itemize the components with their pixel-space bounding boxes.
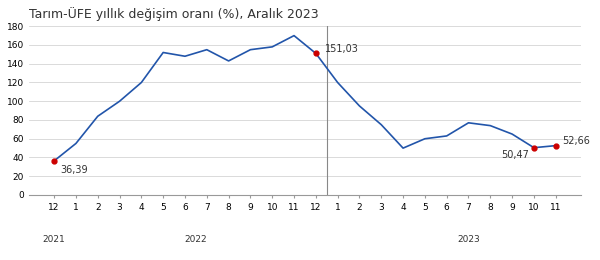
Text: Tarım-ÜFE yıllık değişim oranı (%), Aralık 2023: Tarım-ÜFE yıllık değişim oranı (%), Aral… <box>29 7 319 21</box>
Text: 50,47: 50,47 <box>502 150 530 160</box>
Text: 2023: 2023 <box>457 235 480 244</box>
Text: 2022: 2022 <box>185 235 207 244</box>
Text: 2021: 2021 <box>43 235 65 244</box>
Text: 36,39: 36,39 <box>61 165 88 175</box>
Text: 52,66: 52,66 <box>562 136 590 146</box>
Text: 151,03: 151,03 <box>325 43 358 54</box>
